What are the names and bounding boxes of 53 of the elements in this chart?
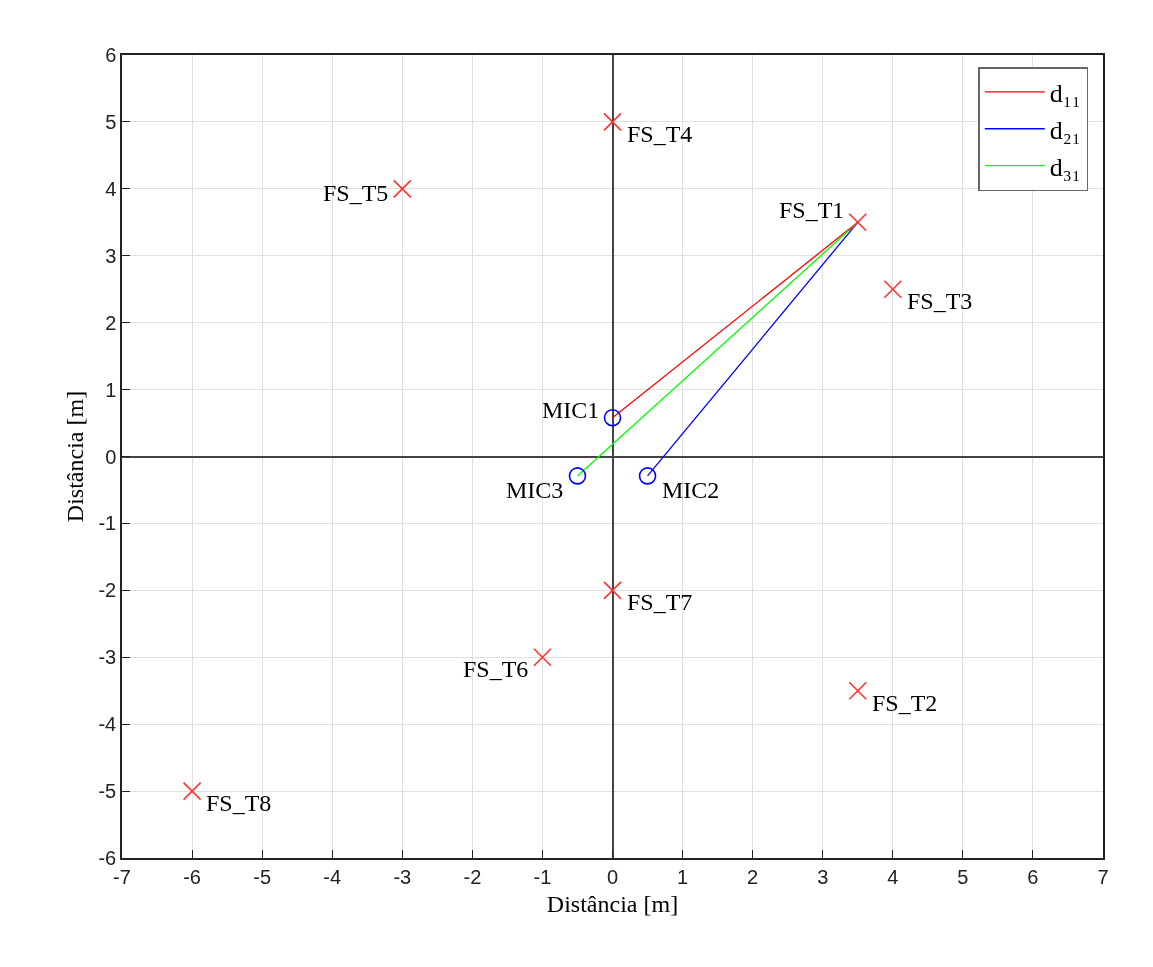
point: [883, 279, 903, 299]
x-tick-label: 2: [747, 865, 759, 888]
annotation: FS_T7: [627, 589, 693, 615]
point: [638, 467, 657, 485]
annotation: FS_T4: [627, 121, 693, 147]
legend-label: d₁₁: [1049, 79, 1081, 109]
x-tick-label: -6: [183, 865, 201, 888]
x-axis-title: Distância [m]: [546, 890, 679, 917]
point: [182, 781, 202, 801]
point: [392, 179, 412, 199]
y-tick-label: -1: [98, 512, 117, 535]
x-tick-label: 4: [887, 865, 899, 888]
annotation: FS_T1: [779, 197, 845, 223]
y-tick-label: -5: [98, 780, 117, 803]
annotation: FS_T8: [206, 790, 272, 816]
annotation: FS_T6: [463, 656, 529, 682]
point: [603, 408, 622, 427]
annotation: MIC1: [542, 397, 600, 423]
y-tick-label: -4: [98, 713, 117, 736]
y-tick-label: 3: [105, 244, 117, 267]
x-tick-label: -2: [463, 865, 482, 888]
point: [848, 681, 868, 701]
y-axis-title: Distância [m]: [62, 390, 89, 523]
annotation: FS_T2: [872, 690, 938, 716]
point: [568, 467, 587, 485]
y-tick-label: 1: [105, 378, 117, 401]
y-tick-label: 0: [105, 445, 117, 468]
y-tick-label: 4: [105, 177, 117, 200]
point: [533, 647, 552, 667]
x-tick-label: 1: [677, 865, 689, 888]
annotation: MIC3: [506, 477, 564, 503]
y-tick-label: -2: [98, 579, 117, 602]
x-tick-label: 6: [1027, 865, 1039, 888]
point: [848, 212, 868, 232]
x-tick-label: 3: [817, 865, 829, 888]
annotation: FS_T5: [323, 180, 389, 206]
x-tick-label: 0: [606, 865, 619, 888]
x-tick-label: -5: [253, 865, 272, 888]
x-tick-label: -3: [393, 865, 412, 888]
y-tick-label: 6: [105, 44, 117, 66]
x-tick-label: 7: [1097, 865, 1109, 888]
x-tick-label: -4: [323, 865, 342, 888]
legend-label: d₂₁: [1049, 115, 1081, 145]
legend-label: d₃₁: [1049, 152, 1081, 182]
y-tick-label: -3: [98, 646, 117, 669]
x-tick-label: 5: [957, 865, 969, 888]
annotation: MIC2: [662, 477, 720, 503]
annotation: FS_T3: [907, 288, 973, 314]
point: [603, 581, 622, 600]
x-tick-label: -1: [533, 865, 552, 888]
point: [603, 112, 622, 132]
y-tick-label: 2: [105, 311, 117, 334]
y-tick-label: 5: [105, 110, 117, 133]
